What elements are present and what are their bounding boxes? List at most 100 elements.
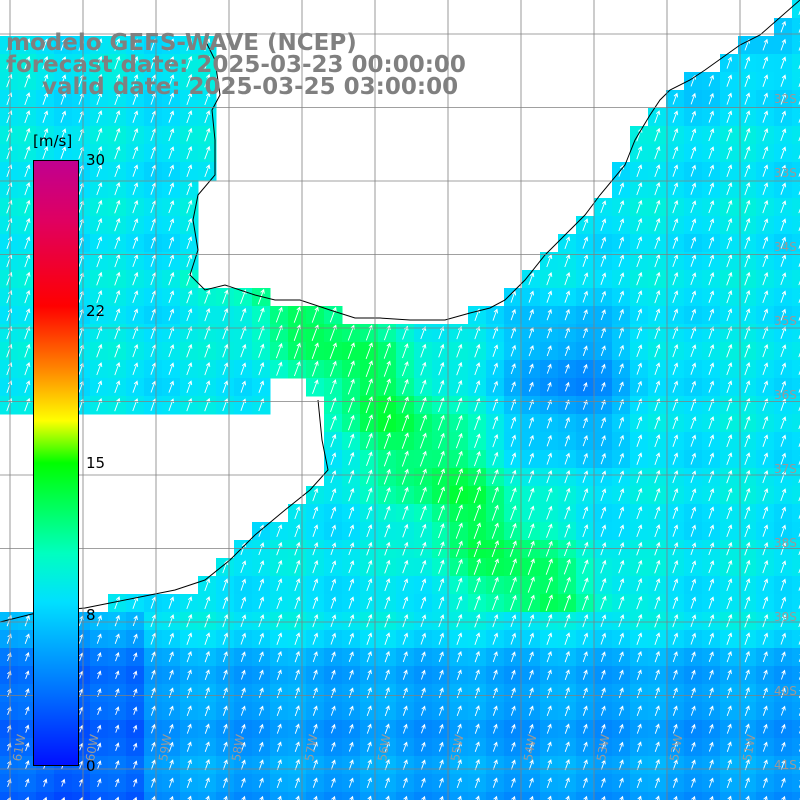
wind-arrow	[240, 687, 246, 698]
wind-arrow	[726, 164, 733, 178]
wind-arrow	[276, 578, 283, 592]
wind-cell	[594, 792, 613, 800]
wind-arrow	[474, 777, 480, 789]
wind-cell	[684, 792, 703, 800]
wind-arrow	[132, 56, 139, 70]
wind-arrow	[690, 632, 697, 645]
wind-arrow	[564, 434, 570, 447]
wind-arrow	[60, 92, 67, 105]
wind-arrow	[582, 452, 588, 465]
wind-arrow	[762, 92, 769, 105]
wind-arrow	[114, 271, 121, 286]
wind-arrow	[348, 451, 355, 466]
wind-arrow	[636, 487, 643, 502]
wind-arrow	[690, 416, 697, 430]
wind-arrow	[600, 741, 606, 752]
wind-arrow	[456, 379, 463, 394]
wind-arrow	[690, 578, 697, 591]
wind-arrow	[654, 145, 661, 160]
wind-arrow	[672, 723, 678, 734]
wind-arrow	[366, 741, 372, 752]
wind-arrow	[312, 723, 318, 734]
wind-arrow	[240, 723, 246, 734]
wind-arrow	[132, 200, 139, 214]
wind-cell	[792, 180, 800, 199]
wind-cell	[792, 216, 800, 235]
wind-arrow	[600, 290, 607, 303]
wind-arrow	[204, 127, 211, 142]
wind-arrow	[744, 325, 751, 340]
wind-arrow	[510, 452, 517, 465]
wind-cell	[270, 792, 289, 800]
wind-arrow	[420, 705, 426, 716]
wind-arrow	[42, 110, 49, 123]
wind-arrow	[528, 505, 535, 520]
wind-arrow	[780, 146, 787, 159]
wind-arrow	[744, 524, 751, 538]
wind-arrow	[636, 344, 643, 358]
wind-arrow	[744, 434, 751, 448]
wind-arrow	[564, 523, 571, 538]
wind-arrow	[168, 74, 175, 88]
wind-arrow	[168, 271, 175, 286]
wind-arrow	[186, 343, 193, 358]
wind-arrow	[491, 558, 499, 575]
wind-arrow	[511, 795, 516, 800]
wind-cell	[792, 648, 800, 667]
wind-arrow	[187, 795, 192, 800]
wind-arrow	[420, 326, 427, 340]
wind-cell	[792, 234, 800, 253]
wind-arrow	[132, 633, 138, 644]
wind-arrow	[510, 651, 516, 662]
wind-arrow	[204, 362, 211, 376]
wind-arrow	[438, 559, 445, 574]
wind-arrow	[383, 360, 391, 377]
wind-cell	[504, 792, 523, 800]
wind-arrow	[744, 705, 750, 717]
wind-arrow	[600, 524, 607, 537]
wind-arrow	[132, 164, 139, 177]
wind-arrow	[546, 434, 552, 447]
wind-arrow	[672, 380, 679, 393]
wind-arrow	[600, 506, 607, 519]
wind-arrow	[745, 795, 750, 800]
wind-cell	[126, 792, 145, 800]
wind-arrow	[348, 759, 354, 770]
wind-arrow	[204, 596, 211, 610]
wind-cell	[792, 666, 800, 685]
wind-cell	[486, 792, 505, 800]
wind-cell	[792, 288, 800, 307]
wind-arrow	[25, 760, 30, 770]
wind-arrow	[473, 540, 481, 558]
wind-arrow	[330, 542, 337, 556]
wind-arrow	[690, 614, 697, 628]
lat-label-34s: 34S	[774, 240, 797, 254]
wind-arrow	[528, 669, 534, 680]
wind-arrow	[600, 759, 606, 770]
wind-arrow	[348, 578, 355, 591]
wind-arrow	[744, 56, 751, 69]
wind-arrow	[293, 361, 301, 377]
wind-arrow	[438, 705, 444, 716]
wind-arrow	[401, 432, 409, 449]
wind-arrow	[114, 614, 120, 627]
wind-arrow	[564, 759, 570, 771]
wind-arrow	[780, 470, 787, 483]
wind-arrow	[654, 506, 661, 520]
wind-arrow	[780, 632, 787, 645]
wind-arrow	[258, 723, 264, 734]
wind-arrow	[313, 795, 318, 800]
wind-arrow	[654, 650, 660, 663]
wind-arrow	[240, 741, 246, 752]
wind-arrow	[168, 164, 175, 177]
wind-arrow	[636, 669, 642, 680]
wind-arrow	[348, 632, 355, 645]
wind-arrow	[690, 542, 697, 556]
wind-arrow	[168, 741, 174, 752]
wind-arrow	[780, 777, 786, 788]
wind-arrow	[473, 504, 481, 522]
wind-arrow	[726, 110, 733, 123]
wind-arrow	[402, 559, 409, 574]
